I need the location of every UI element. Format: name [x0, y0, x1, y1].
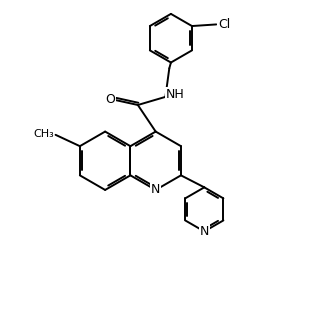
Text: N: N — [151, 183, 160, 196]
Text: CH₃: CH₃ — [33, 129, 54, 139]
Text: NH: NH — [166, 88, 185, 101]
Text: Cl: Cl — [218, 18, 230, 31]
Text: N: N — [199, 225, 209, 238]
Text: O: O — [105, 93, 115, 106]
